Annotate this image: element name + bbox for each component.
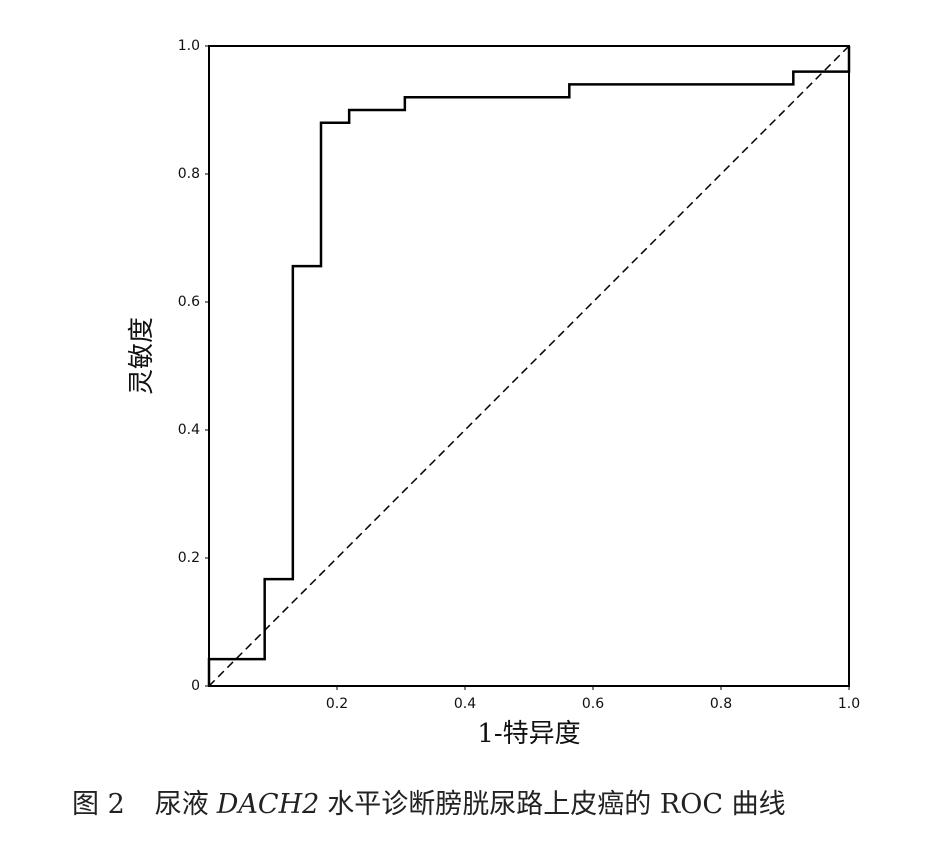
caption-number: 图 2 — [72, 789, 125, 820]
y-tick-label: 0 — [191, 678, 200, 694]
y-tick-label: 0.8 — [178, 166, 200, 182]
x-tick-label: 1.0 — [838, 696, 860, 712]
roc-curve — [207, 46, 851, 686]
y-tick-label: 1.0 — [178, 38, 200, 54]
x-tick-label: 0.8 — [710, 696, 732, 712]
y-axis-label: 灵敏度 — [127, 317, 157, 395]
x-tick-label: 0.2 — [326, 696, 348, 712]
reference-line — [208, 45, 850, 687]
y-tick-label: 0.2 — [178, 550, 200, 566]
caption-text: 尿液 — [155, 789, 209, 820]
x-tick-label: 0.6 — [582, 696, 604, 712]
caption-text: 水平诊断膀胱尿路上皮癌的 ROC 曲线 — [327, 789, 785, 820]
y-tick-label: 0.6 — [178, 294, 200, 310]
x-axis-label: 1-特异度 — [477, 719, 580, 749]
y-tick-label: 0.4 — [178, 422, 200, 438]
caption: 图 2 尿液 DACH2 水平诊断膀胱尿路上皮癌的 ROC 曲线 — [72, 789, 786, 820]
x-tick-label: 0.4 — [454, 696, 476, 712]
plot-frame — [208, 45, 850, 687]
caption-gene: DACH2 — [216, 789, 320, 820]
